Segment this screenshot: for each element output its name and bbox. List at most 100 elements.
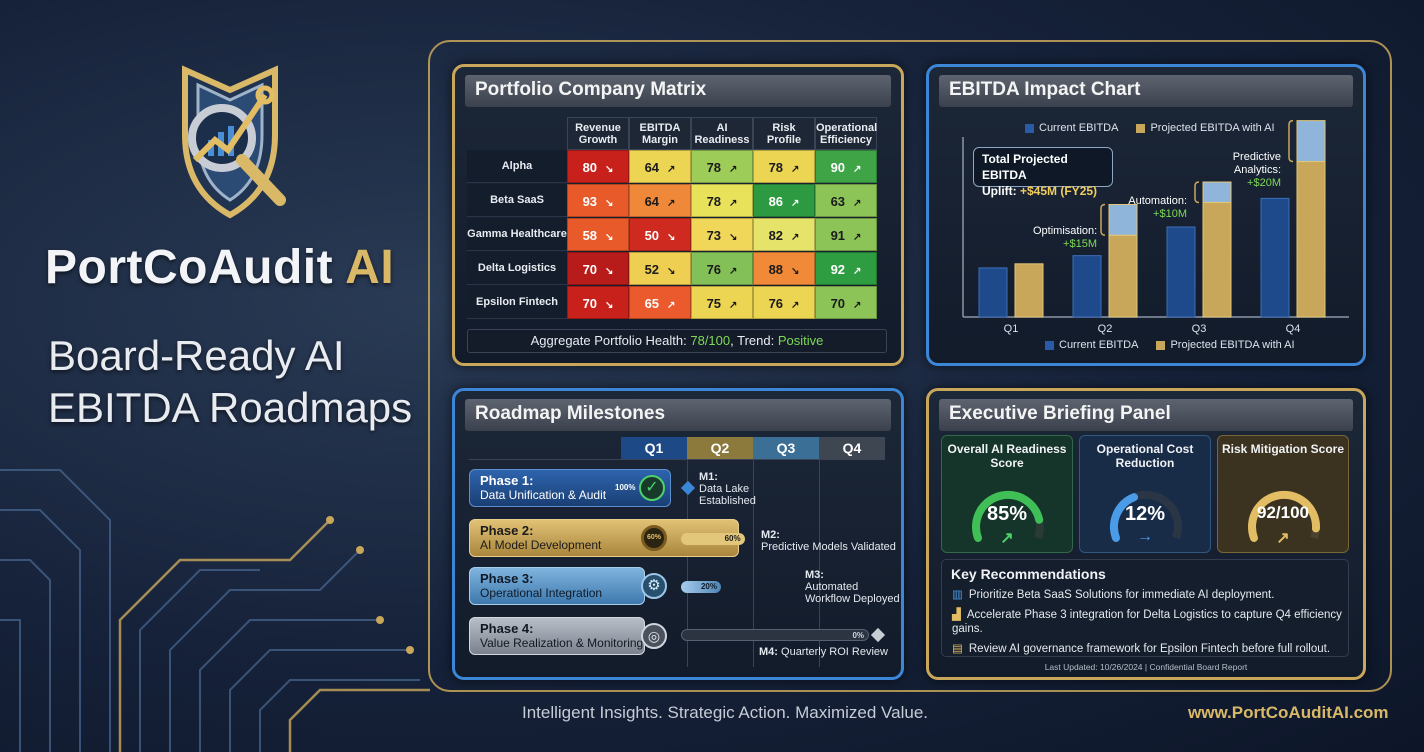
annotation-value: +$20M bbox=[1247, 177, 1281, 189]
footer-url[interactable]: www.PortCoAuditAI.com bbox=[1188, 703, 1389, 723]
quarter-q3: Q3 bbox=[753, 437, 819, 459]
matrix-cell[interactable]: 64 ↗ bbox=[629, 184, 691, 217]
cell-value: 78 bbox=[706, 194, 722, 209]
quarter-q2: Q2 bbox=[687, 437, 753, 459]
bar-current bbox=[978, 267, 1008, 318]
matrix-cell[interactable]: 64 ↗ bbox=[629, 150, 691, 183]
shield-magnifier-logo-icon bbox=[182, 65, 286, 219]
rec-item: ▟ Accelerate Phase 3 integration for Delt… bbox=[952, 608, 1348, 636]
trend-arrow-icon: ↘ bbox=[605, 232, 614, 243]
matrix-cell[interactable]: 78 ↗ bbox=[691, 150, 753, 183]
cell-value: 58 bbox=[582, 228, 598, 243]
matrix-cell[interactable]: 92 ↗ bbox=[815, 252, 877, 285]
matrix-col-header: Revenue Growth bbox=[567, 117, 629, 150]
bar-current bbox=[1260, 197, 1290, 318]
circuit-decoration bbox=[0, 469, 430, 752]
annotation-value: +$15M bbox=[1063, 238, 1097, 250]
matrix-col-header: AI Readiness bbox=[691, 117, 753, 150]
phase-1[interactable]: Phase 1: Data Unification & Audit bbox=[469, 469, 671, 507]
matrix-row-label[interactable]: Alpha Manufacturing bbox=[467, 150, 567, 205]
matrix-cell[interactable]: 91 ↗ bbox=[815, 218, 877, 251]
roadmap-panel: Roadmap Milestones Q1 Q2 Q3 Q4 Phase 1: D… bbox=[452, 388, 904, 680]
matrix-cell[interactable]: 80 ↘ bbox=[567, 150, 629, 183]
matrix-cell[interactable]: 78 ↗ bbox=[753, 150, 815, 183]
matrix-cell[interactable]: 90 ↗ bbox=[815, 150, 877, 183]
phase-desc: Operational Integration bbox=[480, 586, 603, 600]
cell-value: 73 bbox=[706, 228, 722, 243]
matrix-cell[interactable]: 52 ↘ bbox=[629, 252, 691, 285]
phase-2-progress: 60% bbox=[681, 533, 745, 545]
milestone-text: Quarterly ROI Review bbox=[781, 646, 888, 658]
milestone-id: M4: bbox=[759, 646, 778, 658]
total-line-2-value: +$45M (FY25) bbox=[1020, 184, 1098, 198]
brand-title: PortCoAudit AI bbox=[45, 240, 394, 295]
phase-4[interactable]: Phase 4: Value Realization & Monitoring bbox=[469, 617, 645, 655]
matrix-cell[interactable]: 70 ↗ bbox=[815, 286, 877, 319]
bar-projected bbox=[1108, 234, 1138, 318]
phase-3[interactable]: Phase 3: Operational Integration bbox=[469, 567, 645, 605]
phase-desc: Data Unification & Audit bbox=[480, 488, 607, 502]
quarter-q4: Q4 bbox=[819, 437, 885, 459]
ebitda-chart: Q1 Q2 Q3 Q4 bbox=[962, 119, 1349, 335]
matrix-cell[interactable]: 93 ↘ bbox=[567, 184, 629, 217]
cell-value: 78 bbox=[768, 160, 784, 175]
matrix-col-header: EBITDA Margin bbox=[629, 117, 691, 150]
matrix-cell[interactable]: 75 ↗ bbox=[691, 286, 753, 319]
bar-chart-icon: ▥ bbox=[952, 589, 963, 601]
phase-1-pct: 100% bbox=[615, 483, 636, 492]
trend-arrow-icon: ↘ bbox=[729, 232, 738, 243]
matrix-cell[interactable]: 76 ↗ bbox=[753, 286, 815, 319]
matrix-cell[interactable]: 82 ↗ bbox=[753, 218, 815, 251]
uplift-bracket bbox=[1288, 119, 1294, 163]
rec-item: ▥ Prioritize Beta SaaS Solutions for imme… bbox=[952, 588, 1348, 602]
matrix-col-header: Risk Profile bbox=[753, 117, 815, 150]
matrix-title: Portfolio Company Matrix bbox=[465, 75, 891, 107]
matrix-cell[interactable]: 50 ↘ bbox=[629, 218, 691, 251]
matrix-cell[interactable]: 63 ↗ bbox=[815, 184, 877, 217]
milestone-m2: M2: Predictive Models Validated bbox=[761, 529, 896, 553]
tagline-line-1: Board-Ready AI bbox=[48, 332, 345, 379]
kpi-risk-mitigation: Risk Mitigation Score 92/100 ↗ bbox=[1217, 435, 1349, 553]
total-uplift-box: Total Projected EBITDA Uplift: +$45M (FY… bbox=[973, 147, 1113, 198]
total-line-2-prefix: Uplift: bbox=[982, 184, 1017, 198]
matrix-cell[interactable]: 73 ↘ bbox=[691, 218, 753, 251]
milestone-id: M2: bbox=[761, 529, 780, 541]
cell-value: 78 bbox=[706, 160, 722, 175]
bar-uplift bbox=[1108, 204, 1138, 236]
legend-current: Current EBITDA bbox=[1039, 122, 1119, 134]
bar-current bbox=[1072, 255, 1102, 318]
target-icon: ◎ bbox=[641, 623, 667, 649]
matrix-cell[interactable]: 65 ↗ bbox=[629, 286, 691, 319]
matrix-cell[interactable]: 70 ↘ bbox=[567, 252, 629, 285]
kpi-cost-reduction: Operational Cost Reduction 12% → bbox=[1079, 435, 1211, 553]
uplift-bracket bbox=[1100, 203, 1106, 236]
trend-arrow-icon: ↗ bbox=[667, 164, 676, 175]
cell-value: 80 bbox=[582, 160, 598, 175]
matrix-row-label[interactable]: Gamma Healthcare bbox=[467, 218, 567, 251]
milestone-id: M1: bbox=[699, 471, 718, 483]
matrix-cell[interactable]: 88 ↘ bbox=[753, 252, 815, 285]
matrix-cell[interactable]: 76 ↗ bbox=[691, 252, 753, 285]
kpi-gauge bbox=[1110, 490, 1182, 542]
matrix-row-label[interactable]: Epsilon Fintech bbox=[467, 286, 567, 319]
matrix-cell[interactable]: 70 ↘ bbox=[567, 286, 629, 319]
matrix-cell[interactable]: 58 ↘ bbox=[567, 218, 629, 251]
trend-arrow-icon: ↗ bbox=[667, 300, 676, 311]
trend-arrow-icon: ↗ bbox=[791, 300, 800, 311]
rec-text: Review AI governance framework for Epsil… bbox=[968, 643, 1331, 655]
last-updated: Last Updated: 10/26/2024 | Confidential … bbox=[1044, 662, 1248, 672]
kpi-label: Risk Mitigation Score bbox=[1221, 442, 1345, 456]
kpi-ai-readiness: Overall AI Readiness Score 85% ↗ bbox=[941, 435, 1073, 553]
cell-value: 82 bbox=[768, 228, 784, 243]
matrix-cell[interactable]: 86 ↗ bbox=[753, 184, 815, 217]
phase-title: Phase 3: bbox=[480, 571, 534, 586]
matrix-row-label[interactable]: Delta Logistics bbox=[467, 252, 567, 285]
trend-arrow-icon: ↗ bbox=[729, 164, 738, 175]
aggregate-trend: Positive bbox=[777, 333, 824, 348]
annotation-automation: Automation: +$10M bbox=[1125, 195, 1187, 221]
brand-ai: AI bbox=[345, 241, 395, 294]
matrix-cell[interactable]: 78 ↗ bbox=[691, 184, 753, 217]
milestone-m1: M1: Data Lake Established bbox=[699, 471, 756, 507]
matrix-row-label[interactable]: Beta SaaS Solutions bbox=[467, 184, 567, 239]
trend-arrow-icon: ↘ bbox=[605, 300, 614, 311]
